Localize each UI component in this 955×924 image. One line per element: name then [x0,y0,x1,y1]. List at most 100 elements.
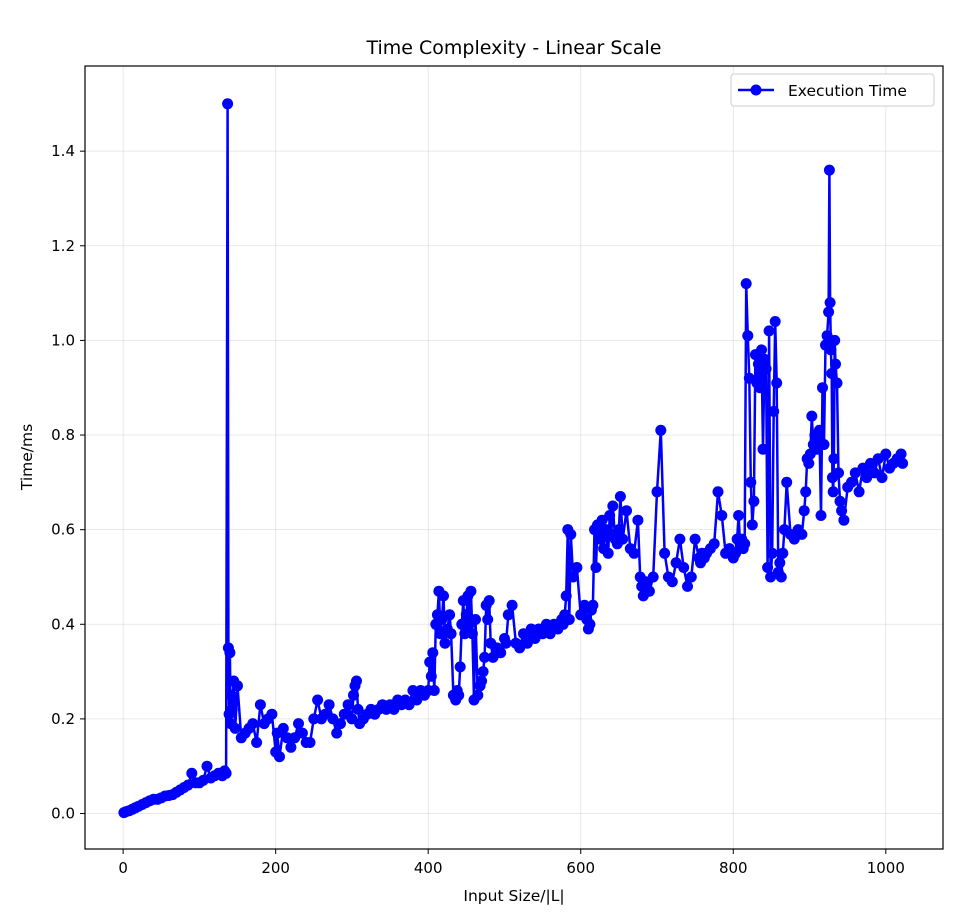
data-point [587,599,599,611]
data-point [506,599,518,611]
data-point [895,448,907,460]
data-point [266,708,278,720]
data-point [296,727,308,739]
data-point [617,533,629,545]
x-tick-label: 0 [118,859,128,877]
data-point [352,703,364,715]
x-tick-label: 600 [566,859,595,877]
data-point [476,675,488,687]
y-tick-label: 1.2 [51,237,75,255]
data-point [453,689,465,701]
data-point [708,538,720,550]
data-point [424,656,436,668]
data-point [293,718,304,730]
data-point [470,614,481,625]
data-point [643,585,655,597]
data-point [768,405,780,417]
data-point [254,699,266,711]
data-point [806,410,818,422]
data-point [607,500,619,512]
data-point [836,505,848,517]
data-point [456,618,468,630]
data-point [823,164,835,176]
data-point [830,358,841,370]
data-point [560,590,572,602]
data-point [815,510,827,521]
data-point [604,510,616,521]
data-point [651,486,663,498]
data-point [775,571,787,583]
data-point [277,722,289,734]
data-point [331,727,343,739]
x-tick-label: 200 [261,859,290,877]
data-point [407,685,419,696]
x-axis-label: Input Size/|L| [463,887,564,905]
data-point [220,767,232,779]
data-point [614,491,626,502]
data-point [766,547,778,559]
data-point [826,368,838,379]
data-point [594,533,606,545]
data-point [712,486,724,498]
data-point [222,98,234,110]
data-point [833,467,844,479]
data-point [781,476,793,488]
data-point [537,628,549,640]
legend-marker-swatch [750,84,762,96]
data-point [225,689,237,701]
data-point [621,505,632,517]
y-tick-label: 1.4 [51,142,75,160]
data-point [439,637,451,649]
data-point [479,651,491,663]
data-point [229,722,241,734]
data-point [459,628,471,640]
data-point [425,670,437,682]
data-point [880,448,892,460]
data-point [813,424,825,436]
data-point [666,576,678,588]
data-point [232,680,243,692]
data-point [226,703,238,715]
y-axis-ticks: 0.0 0.2 0.4 0.6 0.8 1.0 1.2 1.4 [51,142,85,823]
data-point [454,661,466,673]
data-point [740,278,752,290]
data-point [760,363,772,375]
y-axis-label: Time/ms [18,424,36,491]
data-point [742,330,754,342]
data-point [754,382,766,394]
data-point [632,514,644,526]
data-point [525,623,537,635]
data-point [285,741,297,753]
x-axis-ticks: 0 200 400 600 800 1000 [118,849,905,877]
data-point [445,628,457,640]
data-point [803,457,815,469]
data-point [800,486,812,498]
data-point [798,505,810,517]
y-tick-label: 0.0 [51,805,75,823]
y-tick-label: 0.6 [51,521,75,539]
data-point [746,519,758,531]
data-point [613,524,625,536]
data-point [571,562,583,573]
data-point [689,533,701,545]
data-point [716,510,728,521]
y-tick-label: 0.4 [51,615,75,633]
data-point [647,571,659,583]
data-point [351,675,362,687]
data-point [251,737,263,748]
data-point [762,562,774,573]
data-point [733,510,745,521]
data-point [817,382,828,394]
data-point [466,628,478,640]
data-point [827,486,839,498]
data-point [590,562,602,573]
data-point [567,571,579,583]
y-tick-label: 0.8 [51,426,75,444]
data-point [829,334,841,346]
data-point [831,377,843,389]
y-tick-label: 0.2 [51,710,75,728]
data-point [756,344,767,356]
data-point [777,547,789,559]
data-point [342,699,354,711]
